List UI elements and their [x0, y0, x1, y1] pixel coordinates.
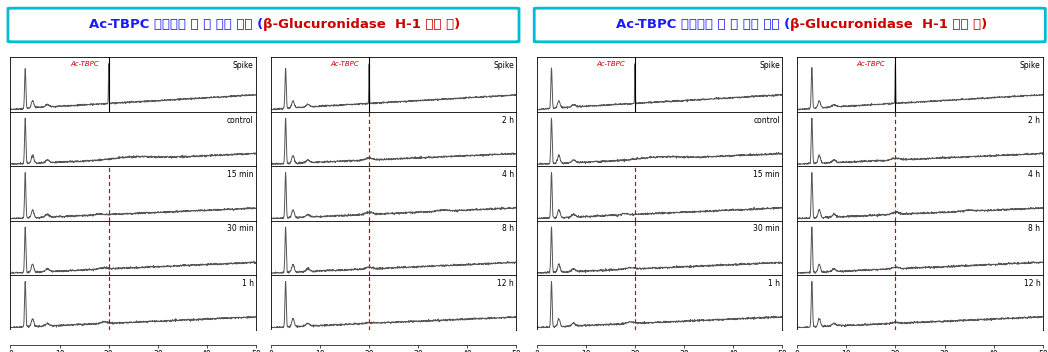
- Text: Ac-TBPC: Ac-TBPC: [596, 61, 626, 67]
- Text: 12 h: 12 h: [498, 279, 514, 288]
- Text: control: control: [754, 115, 780, 125]
- FancyBboxPatch shape: [534, 8, 1045, 42]
- Text: Spike: Spike: [233, 61, 254, 70]
- Text: 1 h: 1 h: [768, 279, 780, 288]
- Text: Spike: Spike: [759, 61, 780, 70]
- Text: Spike: Spike: [494, 61, 514, 70]
- Text: Ac-TBPC: Ac-TBPC: [857, 61, 886, 67]
- Text: 2 h: 2 h: [502, 115, 514, 125]
- Text: Ac-TBPC 경구투여 후 쥐 혈장 분석 (: Ac-TBPC 경구투여 후 쥐 혈장 분석 (: [89, 18, 263, 31]
- Text: 4 h: 4 h: [1028, 170, 1041, 179]
- Text: 1 h: 1 h: [242, 279, 254, 288]
- Text: 30 min: 30 min: [754, 225, 780, 233]
- Text: 15 min: 15 min: [754, 170, 780, 179]
- Text: 8 h: 8 h: [1028, 225, 1041, 233]
- Text: Ac-TBPC 경구투여 후 쥐 혈장 분석 (: Ac-TBPC 경구투여 후 쥐 혈장 분석 (: [615, 18, 790, 31]
- Text: Spike: Spike: [1020, 61, 1041, 70]
- Text: Ac-TBPC: Ac-TBPC: [330, 61, 359, 67]
- Text: β-Glucuronidase  H-1 처리 후): β-Glucuronidase H-1 처리 후): [790, 18, 987, 31]
- Text: 30 min: 30 min: [227, 225, 254, 233]
- Text: 4 h: 4 h: [502, 170, 514, 179]
- Text: 2 h: 2 h: [1028, 115, 1041, 125]
- FancyBboxPatch shape: [8, 8, 519, 42]
- Text: β-Glucuronidase  H-1 처리 전): β-Glucuronidase H-1 처리 전): [263, 18, 461, 31]
- Text: Ac-TBPC: Ac-TBPC: [70, 61, 99, 67]
- Text: 12 h: 12 h: [1024, 279, 1041, 288]
- Text: control: control: [227, 115, 254, 125]
- Text: 15 min: 15 min: [227, 170, 254, 179]
- Text: 8 h: 8 h: [502, 225, 514, 233]
